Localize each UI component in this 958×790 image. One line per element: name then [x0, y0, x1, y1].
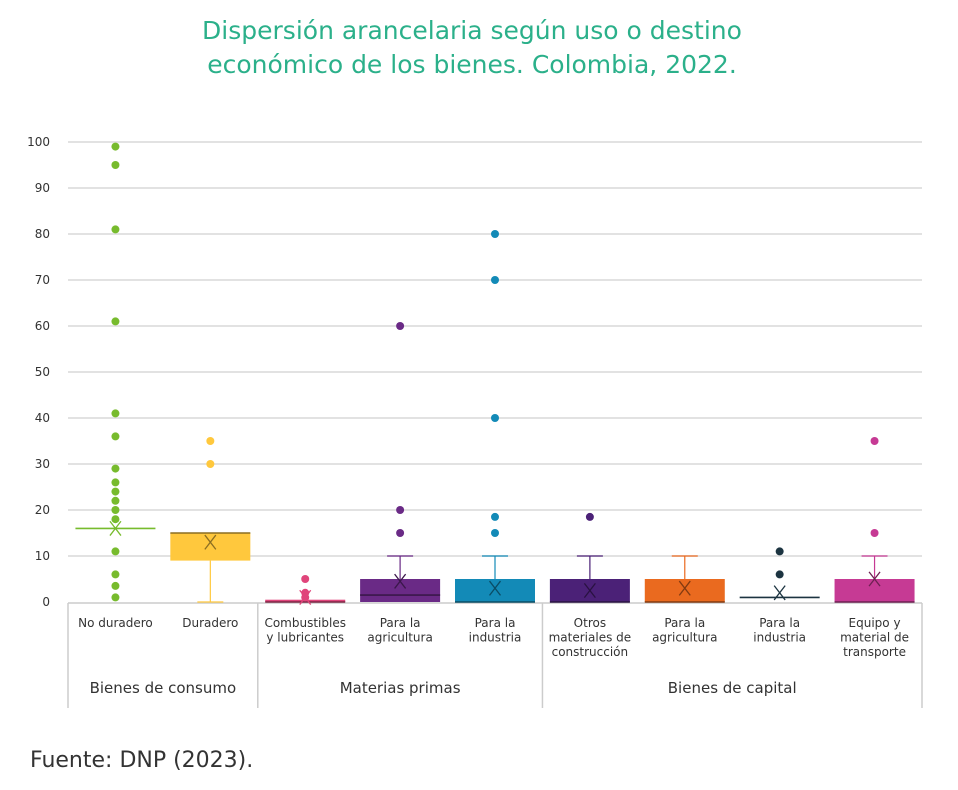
box: [360, 579, 441, 602]
outlier-point: [111, 506, 120, 514]
mean-marker: [773, 585, 786, 601]
outlier-point: [491, 512, 499, 521]
outlier-point: [111, 161, 120, 169]
y-tick-label: 50: [35, 365, 50, 379]
category-label: construcción: [552, 645, 629, 659]
category-label: agricultura: [652, 631, 717, 645]
mean-marker: [678, 580, 691, 596]
outlier-point: [111, 142, 120, 151]
outlier-point: [111, 515, 120, 524]
category-label: Para la: [759, 616, 800, 630]
outlier-point: [396, 506, 405, 514]
group-label: Bienes de capital: [668, 679, 797, 697]
y-tick-label: 30: [35, 457, 50, 471]
outlier-point: [491, 529, 499, 537]
category-label: agricultura: [367, 631, 432, 645]
outlier-point: [111, 581, 120, 590]
outlier-point: [491, 276, 499, 284]
mean-marker: [394, 573, 407, 589]
y-tick-label: 80: [35, 227, 50, 241]
outlier-point: [111, 547, 120, 556]
outlier-point: [491, 414, 499, 422]
outlier-point: [301, 575, 310, 583]
outlier-point: [111, 478, 120, 487]
outlier-point: [111, 409, 120, 418]
outlier-point: [111, 432, 120, 441]
outlier-point: [870, 437, 879, 445]
category-label: industria: [753, 631, 806, 645]
outlier-point: [870, 529, 879, 537]
y-tick-label: 70: [35, 273, 50, 287]
mean-marker: [109, 520, 122, 536]
outlier-point: [301, 593, 310, 602]
category-label: Para la: [475, 616, 516, 630]
outlier-point: [396, 322, 405, 330]
outlier-point: [491, 230, 499, 238]
category-label: y lubricantes: [266, 631, 344, 645]
mean-marker: [204, 534, 217, 550]
outlier-point: [585, 512, 594, 521]
outlier-point: [775, 570, 784, 579]
group-label: Bienes de consumo: [90, 679, 237, 697]
category-label: Duradero: [182, 616, 238, 630]
outlier-point: [111, 570, 120, 579]
y-tick-label: 90: [35, 181, 50, 195]
category-label: No duradero: [78, 616, 153, 630]
y-tick-label: 100: [27, 135, 50, 149]
category-label: Para la: [380, 616, 421, 630]
chart-title-line-2: económico de los bienes. Colombia, 2022.: [207, 50, 737, 79]
chart-title: Dispersión arancelaria según uso o desti…: [0, 14, 944, 82]
outlier-point: [111, 317, 120, 326]
box: [170, 533, 251, 561]
category-label: materiales de: [549, 631, 632, 645]
mean-marker: [488, 580, 502, 596]
outlier-point: [206, 460, 215, 468]
mean-marker: [868, 571, 881, 587]
y-tick-label: 0: [42, 595, 50, 609]
box: [644, 579, 725, 602]
y-tick-label: 60: [35, 319, 50, 333]
outlier-point: [206, 437, 215, 445]
outlier-point: [775, 547, 784, 556]
chart-title-line-1: Dispersión arancelaria según uso o desti…: [202, 16, 742, 45]
box: [834, 579, 915, 602]
y-tick-label: 10: [35, 549, 50, 563]
outlier-point: [111, 496, 120, 505]
source-note: Fuente: DNP (2023).: [30, 748, 254, 773]
category-label: material de: [840, 631, 909, 645]
y-tick-label: 40: [35, 411, 50, 425]
outlier-point: [111, 593, 120, 602]
y-tick-label: 20: [35, 503, 50, 517]
category-label: transporte: [843, 645, 906, 659]
outlier-point: [111, 464, 120, 473]
outlier-point: [111, 225, 120, 234]
category-label: Otros: [574, 616, 606, 630]
outlier-point: [111, 487, 120, 496]
box: [455, 579, 535, 602]
mean-marker: [583, 582, 596, 599]
category-label: Para la: [664, 616, 705, 630]
category-label: industria: [469, 631, 522, 645]
category-label: Equipo y: [849, 616, 901, 630]
category-label: Combustibles: [264, 616, 346, 630]
outlier-point: [396, 529, 405, 537]
group-label: Materias primas: [340, 679, 461, 697]
